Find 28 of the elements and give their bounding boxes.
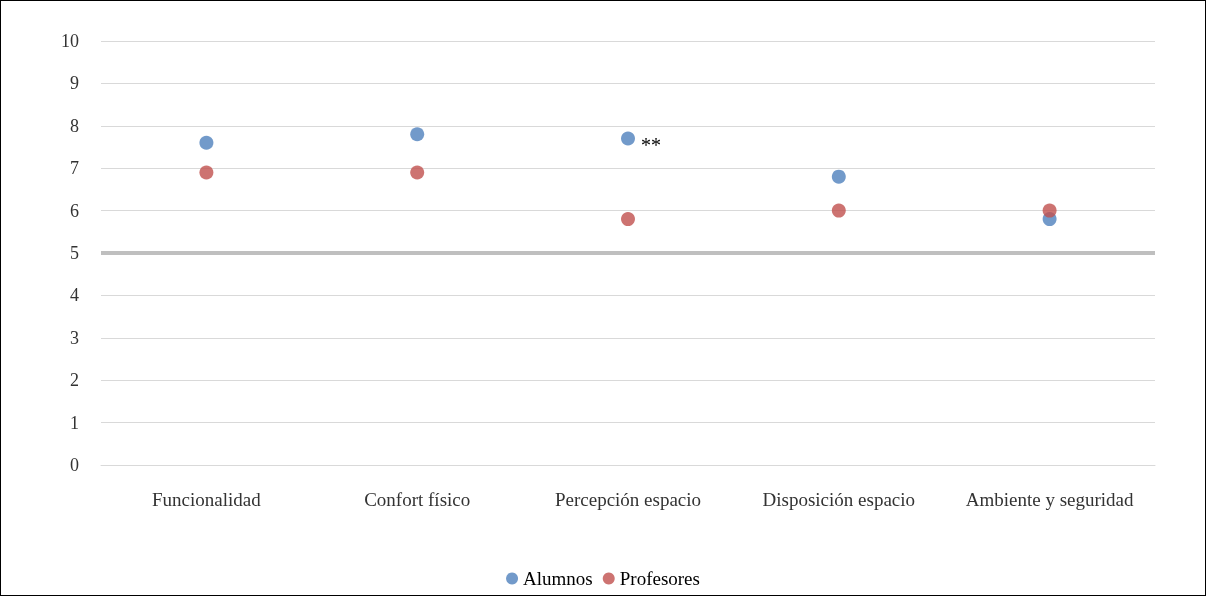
point <box>831 203 846 218</box>
y-tick-label: 3 <box>70 327 79 348</box>
y-tick-label: 4 <box>70 285 79 306</box>
y-tick-label: 1 <box>70 412 79 433</box>
point <box>410 127 425 142</box>
point <box>621 212 635 227</box>
y-tick-label: 2 <box>70 370 79 391</box>
y-tick-label: 9 <box>70 73 79 94</box>
y-tick-label: 6 <box>70 200 79 221</box>
point <box>1042 203 1057 218</box>
point <box>199 135 214 150</box>
y-tick-label: 5 <box>70 243 79 263</box>
point <box>410 165 425 180</box>
x-tick-label: Confort físico <box>364 488 471 510</box>
x-tick-label: Percepción espacio <box>554 488 702 510</box>
legend-label: Profesores <box>619 568 700 589</box>
x-tick-label: Funcionalidad <box>152 488 262 510</box>
annotation: ** <box>641 133 661 156</box>
x-tick-label: Disposición espacio <box>762 488 916 510</box>
y-tick-label: 10 <box>61 31 79 51</box>
x-tick-label: Ambiente y seguridad <box>965 488 1134 510</box>
y-tick-label: 7 <box>70 158 79 179</box>
y-tick-label: 0 <box>70 455 79 475</box>
point <box>199 165 214 180</box>
point <box>831 169 846 184</box>
legend-label: Alumnos <box>523 568 593 589</box>
point <box>621 131 635 146</box>
y-tick-label: 8 <box>70 115 79 136</box>
